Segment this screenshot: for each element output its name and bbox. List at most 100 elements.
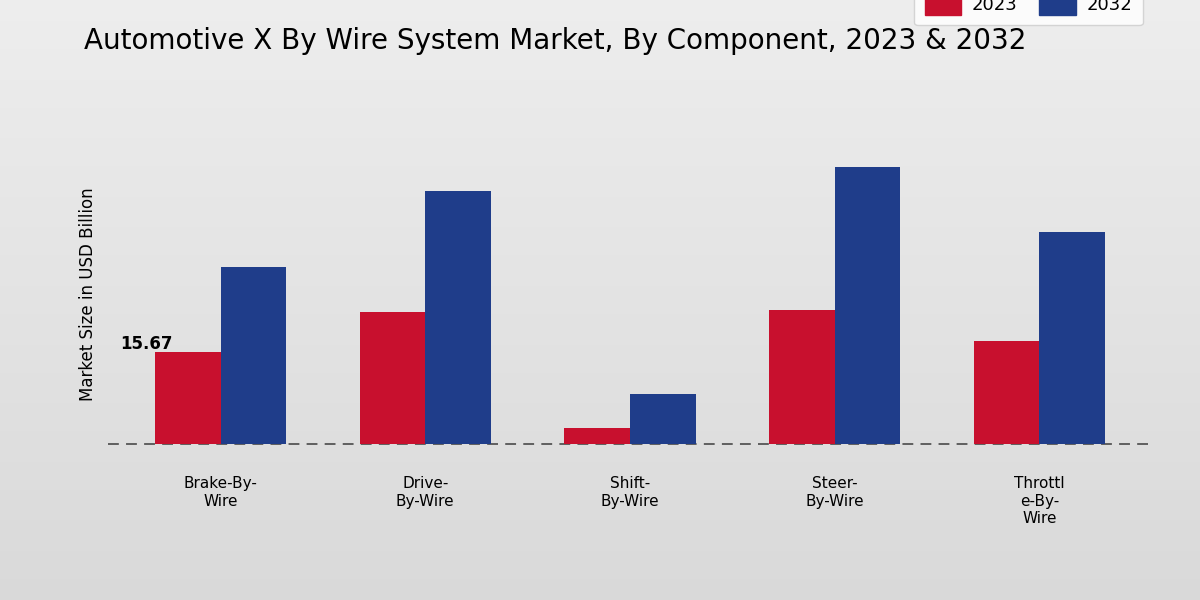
Bar xyxy=(0,164,1200,166)
Bar xyxy=(0,16,1200,19)
Bar xyxy=(0,523,1200,525)
Bar xyxy=(0,347,1200,349)
Bar xyxy=(0,110,1200,113)
Bar xyxy=(0,401,1200,403)
Bar xyxy=(0,194,1200,197)
Bar xyxy=(0,232,1200,235)
Bar xyxy=(0,26,1200,28)
Bar xyxy=(0,544,1200,546)
Bar xyxy=(0,469,1200,471)
Bar xyxy=(0,115,1200,117)
Bar xyxy=(0,361,1200,363)
Bar xyxy=(0,218,1200,220)
Bar xyxy=(0,286,1200,288)
Bar xyxy=(0,553,1200,556)
Bar xyxy=(0,265,1200,267)
Bar xyxy=(0,197,1200,199)
Bar xyxy=(0,187,1200,190)
Bar xyxy=(0,502,1200,504)
Bar xyxy=(0,490,1200,492)
Bar xyxy=(0,572,1200,574)
Bar xyxy=(0,471,1200,473)
Bar xyxy=(0,267,1200,269)
Bar xyxy=(0,579,1200,581)
Bar xyxy=(0,52,1200,54)
Bar xyxy=(0,567,1200,569)
Bar xyxy=(0,225,1200,227)
Bar xyxy=(0,281,1200,284)
Bar xyxy=(0,305,1200,307)
Bar xyxy=(0,448,1200,450)
Bar xyxy=(0,595,1200,598)
Bar xyxy=(0,487,1200,490)
Bar xyxy=(0,492,1200,494)
Bar xyxy=(0,337,1200,340)
Bar xyxy=(0,59,1200,61)
Bar xyxy=(0,220,1200,223)
Bar xyxy=(0,363,1200,365)
Bar xyxy=(0,527,1200,530)
Bar xyxy=(0,410,1200,413)
Bar xyxy=(0,122,1200,124)
Bar xyxy=(0,546,1200,548)
Bar xyxy=(0,185,1200,187)
Bar xyxy=(0,427,1200,429)
Bar xyxy=(0,117,1200,119)
Bar xyxy=(0,37,1200,40)
Bar xyxy=(0,563,1200,565)
Bar xyxy=(0,14,1200,16)
Bar xyxy=(0,314,1200,316)
Bar xyxy=(0,244,1200,246)
Bar xyxy=(0,368,1200,370)
Bar xyxy=(0,136,1200,138)
Bar xyxy=(0,515,1200,518)
Bar xyxy=(0,138,1200,140)
Bar xyxy=(0,33,1200,35)
Bar xyxy=(0,598,1200,600)
Bar xyxy=(0,239,1200,241)
Bar xyxy=(769,310,835,445)
Bar xyxy=(0,253,1200,256)
Bar xyxy=(0,54,1200,56)
Bar xyxy=(0,192,1200,194)
Bar xyxy=(0,284,1200,286)
Bar xyxy=(0,85,1200,87)
Bar xyxy=(0,440,1200,443)
Text: 15.67: 15.67 xyxy=(120,335,173,353)
Bar xyxy=(0,535,1200,537)
Bar xyxy=(0,518,1200,520)
Bar xyxy=(0,106,1200,108)
Bar xyxy=(0,155,1200,157)
Bar xyxy=(0,127,1200,129)
Bar xyxy=(0,354,1200,356)
Bar xyxy=(0,359,1200,361)
Bar xyxy=(0,75,1200,77)
Bar xyxy=(0,248,1200,251)
Bar xyxy=(0,335,1200,337)
Bar xyxy=(0,377,1200,380)
Bar xyxy=(1039,232,1105,445)
Bar xyxy=(0,424,1200,427)
Bar xyxy=(0,558,1200,560)
Bar xyxy=(0,166,1200,169)
Bar xyxy=(0,134,1200,136)
Bar xyxy=(0,525,1200,527)
Bar xyxy=(425,191,491,445)
Bar xyxy=(0,263,1200,265)
Bar xyxy=(0,422,1200,424)
Y-axis label: Market Size in USD Billion: Market Size in USD Billion xyxy=(79,187,97,401)
Bar xyxy=(0,300,1200,302)
Bar xyxy=(0,380,1200,382)
Bar xyxy=(0,483,1200,485)
Bar xyxy=(0,63,1200,65)
Bar xyxy=(0,96,1200,98)
Bar xyxy=(0,352,1200,354)
Bar xyxy=(0,473,1200,476)
Bar xyxy=(0,356,1200,359)
Bar xyxy=(0,103,1200,106)
Bar xyxy=(0,385,1200,387)
Bar xyxy=(0,277,1200,279)
Bar xyxy=(0,560,1200,563)
Bar xyxy=(0,452,1200,455)
Bar xyxy=(0,443,1200,445)
